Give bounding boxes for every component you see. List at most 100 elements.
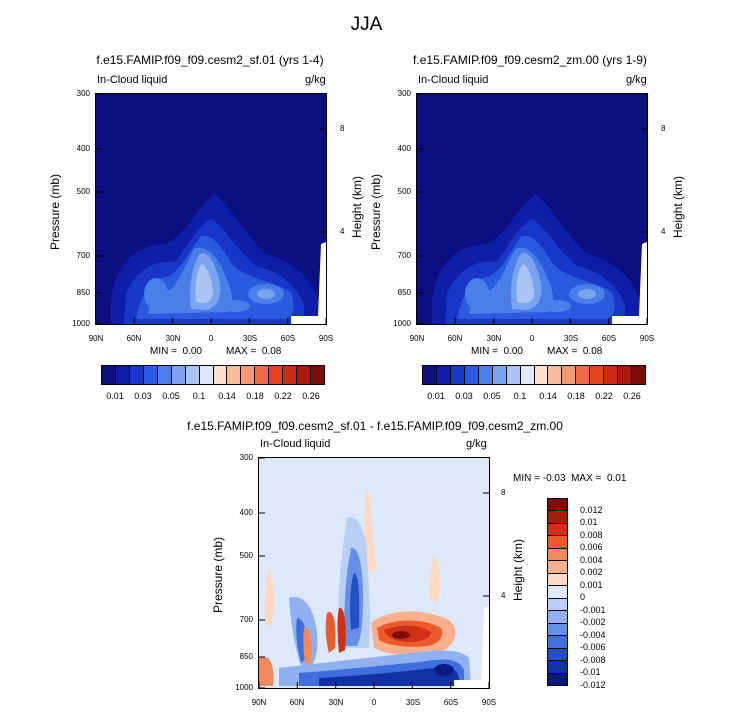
panel-1-xtick: 90N: [88, 334, 104, 343]
panel-1-colorbar-swatch: [171, 366, 186, 384]
panel-3-colorbar-label: -0.001: [580, 604, 606, 615]
panel-1-ytick: 300: [76, 89, 90, 98]
panel-3-minmax: MIN = -0.03 MAX = 0.01: [513, 473, 626, 484]
panel-1-colorbar-swatch: [283, 366, 298, 384]
panel-2-ylabel-right: Height (km): [671, 176, 685, 239]
panel-2-xtick: 30S: [563, 334, 579, 343]
panel-3-contour-positive: [429, 553, 441, 603]
panel-3-contour-positive: [259, 656, 274, 686]
panel-3-colorbar-label: 0.008: [580, 529, 603, 540]
panel-2-colorbar-swatch: [618, 366, 633, 384]
panel-2-colorbar-swatch: [450, 366, 465, 384]
panel-2-colorbar-swatch: [576, 366, 591, 384]
panel-2-ytick: 300: [397, 89, 411, 98]
panel-2-colorbar-label: 0.05: [483, 391, 501, 401]
panel-2-ytick: 700: [397, 251, 411, 260]
panel-1-xtick: 60S: [280, 334, 296, 343]
panel-1-colorbar-swatch: [255, 366, 270, 384]
panel-3-ytick: 700: [239, 615, 253, 624]
panel-3-colorbar-label: -0.012: [580, 680, 606, 690]
panel-2-xtick: 60S: [601, 334, 617, 343]
panel-2-colorbar-swatch: [534, 366, 549, 384]
panel-2-colorbar-swatch: [436, 366, 451, 384]
panel-3-ytick: 850: [239, 652, 253, 661]
panel-1-right-tick: 8: [340, 124, 345, 133]
panel-3-ylabel-right: Height (km): [511, 539, 525, 602]
panel-1-xtick: 60N: [126, 334, 142, 343]
panel-3-colorbar-swatch: [548, 511, 567, 524]
panel-3-colorbar-label: 0.01: [580, 517, 598, 528]
panel-3-colorbar-swatch: [548, 673, 567, 686]
panel-1-min-label: MIN = 0.00: [150, 346, 202, 357]
panel-2-ytick: 850: [397, 288, 411, 297]
panel-1-xtick: 30S: [242, 334, 258, 343]
panel-3-colorbar-label: -0.006: [580, 642, 606, 653]
panel-1-field-label: In-Cloud liquid: [97, 74, 168, 86]
panel-3-colorbar-swatch: [548, 648, 567, 662]
panel-2-contour-blob: [578, 289, 596, 299]
panel-3-colorbar-swatch: [548, 548, 567, 562]
panel-2-colorbar-label: 0.14: [539, 391, 557, 401]
panel-3-xtick: 90N: [251, 698, 267, 707]
panel-3-xtick: 60S: [443, 698, 459, 707]
panel-3-colorbar-label: -0.01: [580, 667, 601, 678]
panel-2-colorbar-label: 0.1: [513, 391, 527, 401]
panel-1-colorbar-swatch: [143, 366, 158, 384]
panel-2-xtick: 60N: [447, 334, 463, 343]
panel-3-colorbar-swatch: [548, 536, 567, 549]
panel-1-ytick: 1000: [72, 319, 90, 328]
panel-3-colorbar-swatch: [548, 598, 567, 612]
panel-3-colorbar-label: 0.002: [580, 567, 603, 578]
panel-3-contour-negative: [350, 573, 360, 630]
panel-2-colorbar-label: 0.26: [623, 391, 641, 401]
panel-3-contour-positive: [337, 607, 346, 653]
panel-1-ylabel-right: Height (km): [350, 176, 364, 239]
panel-2-xtick: 30N: [486, 334, 502, 343]
panel-1-colorbar-swatch: [241, 366, 256, 384]
panel-1-title: f.e15.FAMIP.f09_f09.cesm2_sf.01 (yrs 1-4…: [96, 53, 324, 67]
panel-2-colorbar-swatch: [478, 366, 493, 384]
panel-2-colorbar-label: 0.01: [427, 391, 445, 401]
panel-1-units: g/kg: [305, 74, 326, 86]
panel-1-plot-area: [95, 93, 327, 325]
panel-3-colorbar-swatch: [548, 573, 567, 587]
panel-2-ylabel: Pressure (mb): [369, 174, 383, 251]
panel-2-ytick: 500: [397, 187, 411, 196]
panel-2-contour-svg: [417, 94, 647, 324]
panel-2-colorbar-label: 0.22: [595, 391, 613, 401]
panel-3-xtick: 60N: [289, 698, 305, 707]
panel-3-contour-negative: [434, 664, 454, 676]
panel-1-colorbar-swatch: [129, 366, 144, 384]
panel-2-colorbar-label: 0.18: [567, 391, 585, 401]
panel-1-ylabel: Pressure (mb): [48, 174, 62, 251]
panel-2-colorbar-swatch: [562, 366, 577, 384]
panel-1-contour-blob: [222, 300, 250, 312]
panel-3-colorbar-label: -0.004: [580, 629, 606, 640]
panel-3-colorbar-swatch: [548, 561, 567, 574]
panel-2-colorbar-swatch: [464, 366, 479, 384]
panel-2-colorbar-swatch: [590, 366, 605, 384]
panel-3-title: f.e15.FAMIP.f09_f09.cesm2_sf.01 - f.e15.…: [187, 419, 563, 433]
panel-1-xtick: 90S: [318, 334, 334, 343]
panel-2-colorbar-swatch: [520, 366, 535, 384]
panel-1-colorbar-swatch: [213, 366, 228, 384]
panel-2-ytick: 400: [397, 144, 411, 153]
panel-2-colorbar-label: 0.03: [455, 391, 473, 401]
panel-1-colorbar-swatch: [269, 366, 284, 384]
panel-1-colorbar-swatch: [157, 366, 172, 384]
panel-1-colorbar-swatch: [311, 366, 324, 384]
panel-2-missing-data: [612, 242, 647, 324]
panel-3-contour-negative: [319, 667, 459, 686]
panel-2-colorbar-swatch: [604, 366, 619, 384]
page-title: JJA: [350, 14, 383, 35]
panel-2-plot-area: [416, 93, 648, 325]
panel-2-colorbar-swatch: [506, 366, 521, 384]
panel-2-colorbar: [422, 365, 646, 385]
panel-1-contour-svg: [96, 94, 326, 324]
panel-3-contour-positive: [303, 627, 312, 664]
panel-3-contour-svg: [259, 458, 489, 688]
panel-2-colorbar-swatch: [548, 366, 563, 384]
panel-1-contour-blob: [257, 289, 275, 299]
panel-3-colorbar-swatch: [548, 499, 567, 512]
panel-3-min-label: MIN = -0.03: [513, 473, 566, 484]
